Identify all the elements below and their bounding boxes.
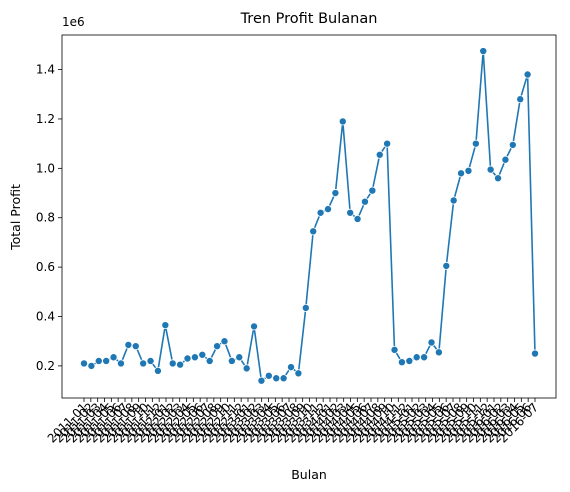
data-point	[280, 375, 287, 382]
data-point	[103, 357, 110, 364]
chart-title: Tren Profit Bulanan	[240, 11, 378, 27]
data-point	[384, 140, 391, 147]
data-point	[443, 262, 450, 269]
data-point	[295, 370, 302, 377]
data-point	[162, 322, 169, 329]
y-tick-label: 1.2	[36, 112, 55, 126]
data-point	[110, 354, 117, 361]
data-point	[117, 360, 124, 367]
data-point	[398, 359, 405, 366]
data-point	[494, 175, 501, 182]
series-line	[84, 51, 535, 381]
data-point	[169, 360, 176, 367]
data-point	[154, 367, 161, 374]
data-point	[428, 339, 435, 346]
data-point	[509, 141, 516, 148]
data-point	[324, 205, 331, 212]
data-point	[332, 189, 339, 196]
data-point	[147, 357, 154, 364]
data-point	[140, 360, 147, 367]
y-axis-ticks: 0.2 0.4 0.6 0.8 1.0 1.2 1.4	[36, 63, 62, 373]
data-point	[354, 215, 361, 222]
data-point	[213, 343, 220, 350]
y-tick-label: 0.4	[36, 310, 55, 324]
data-point	[339, 118, 346, 125]
data-point	[531, 350, 538, 357]
x-axis-label: Bulan	[291, 467, 327, 482]
data-point	[472, 140, 479, 147]
data-point	[347, 209, 354, 216]
data-point	[177, 361, 184, 368]
data-point	[132, 343, 139, 350]
data-point	[487, 166, 494, 173]
data-point	[258, 377, 265, 384]
data-point	[361, 198, 368, 205]
data-point	[243, 365, 250, 372]
y-axis-label: Total Profit	[8, 184, 23, 251]
data-point	[317, 209, 324, 216]
data-point	[376, 151, 383, 158]
data-point	[502, 156, 509, 163]
data-point	[391, 346, 398, 353]
y-tick-label: 1.4	[36, 63, 55, 77]
data-point	[450, 197, 457, 204]
y-tick-label: 1.0	[36, 161, 55, 175]
y-tick-label: 0.6	[36, 260, 55, 274]
y-tick-label: 0.8	[36, 211, 55, 225]
series-points	[80, 47, 538, 384]
y-axis-offset-label: 1e6	[62, 15, 85, 29]
data-point	[465, 167, 472, 174]
data-point	[287, 364, 294, 371]
data-point	[228, 357, 235, 364]
data-point	[517, 96, 524, 103]
data-point	[524, 71, 531, 78]
data-point	[221, 338, 228, 345]
data-point	[125, 341, 132, 348]
data-point	[199, 351, 206, 358]
data-point	[369, 187, 376, 194]
data-point	[420, 354, 427, 361]
y-tick-label: 0.2	[36, 359, 55, 373]
data-point	[95, 357, 102, 364]
data-point	[88, 362, 95, 369]
data-point	[406, 357, 413, 364]
data-point	[191, 354, 198, 361]
data-point	[302, 304, 309, 311]
data-point	[480, 47, 487, 54]
data-point	[250, 323, 257, 330]
data-point	[236, 354, 243, 361]
data-point	[80, 360, 87, 367]
data-point	[184, 355, 191, 362]
data-point	[310, 228, 317, 235]
data-point	[413, 354, 420, 361]
x-axis-ticks: 2011-012011-022011-032011-042011-052011-…	[45, 398, 541, 446]
data-point	[265, 372, 272, 379]
data-point	[457, 170, 464, 177]
data-point	[273, 375, 280, 382]
data-point	[206, 357, 213, 364]
data-point	[435, 349, 442, 356]
